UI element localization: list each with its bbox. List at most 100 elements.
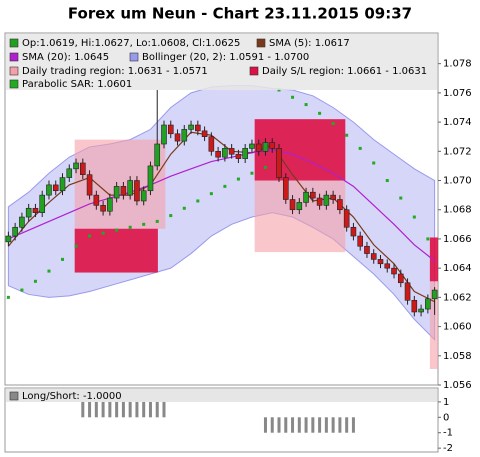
sar-dot: [74, 244, 78, 248]
candle-body: [364, 245, 370, 254]
sar-dot: [331, 122, 335, 126]
sar-dot: [196, 199, 200, 203]
candle-body: [323, 194, 330, 206]
sar-dot: [155, 219, 159, 223]
sar-dot: [399, 196, 403, 200]
candle-body: [397, 273, 404, 284]
long-short-bar: [128, 401, 132, 418]
long-short-bar: [331, 417, 335, 433]
long-short-bar: [81, 401, 85, 418]
candle-body: [181, 129, 188, 142]
candle-body: [303, 191, 309, 203]
sar-dot: [291, 95, 295, 99]
candle-body: [86, 174, 93, 196]
long-short-bar: [284, 417, 288, 433]
sar-dot: [304, 103, 308, 107]
sar-dot: [88, 234, 92, 238]
sma-line: [7, 131, 435, 303]
candle-body: [269, 142, 276, 149]
long-short-bar: [88, 401, 92, 418]
candle-body: [147, 165, 154, 192]
legend-label: Parabolic SAR: 1.0601: [22, 79, 132, 90]
sar-dot: [223, 184, 227, 188]
long-short-bar: [304, 417, 308, 433]
y-tick-label: 1.060: [443, 322, 472, 333]
candle-body: [174, 133, 181, 142]
sar-dot: [61, 257, 65, 261]
y-tick-label: 1.066: [443, 234, 472, 245]
legend-swatch: [256, 38, 266, 48]
sar-dot: [345, 133, 349, 137]
candle-body: [66, 168, 73, 178]
candle-body: [32, 207, 39, 213]
candle-body: [425, 298, 431, 310]
candle-body: [46, 184, 52, 196]
candle-body: [25, 207, 32, 218]
sar-dot: [169, 214, 173, 218]
y-tick-label: 1: [443, 397, 449, 408]
legend-swatch: [249, 66, 259, 76]
y-tick-label: 1.070: [443, 176, 472, 187]
candle-body: [431, 289, 438, 300]
y-tick-label: -2: [443, 443, 453, 454]
sl-region: [74, 228, 158, 273]
long-short-bar: [263, 417, 267, 433]
sar-dot: [358, 146, 362, 150]
candle-body: [12, 226, 18, 237]
long-short-bar: [345, 417, 349, 433]
candle-body: [289, 199, 296, 211]
candle-body: [59, 177, 66, 192]
legend-label: Daily S/L region: 1.0661 - 1.0631: [262, 66, 427, 77]
sar-dot: [6, 295, 10, 299]
y-tick-label: -1: [443, 428, 453, 439]
candle-body: [134, 180, 140, 202]
candle-body: [154, 143, 161, 167]
long-short-bar: [311, 417, 315, 433]
candle-body: [222, 148, 228, 158]
sar-dot: [182, 206, 186, 210]
candle-body: [296, 202, 303, 211]
legend-label: Daily trading region: 1.0631 - 1.0571: [22, 66, 208, 77]
candle-body: [201, 130, 208, 138]
long-short-bar: [142, 401, 146, 418]
candle-body: [93, 194, 100, 206]
legend-swatch: [9, 391, 19, 401]
candle-body: [188, 124, 194, 130]
y-tick-label: 1.076: [443, 88, 472, 99]
candle-body: [310, 191, 316, 199]
sl-region: [429, 237, 438, 282]
candle-body: [208, 136, 215, 152]
candle-body: [215, 151, 221, 158]
long-short-bar: [155, 401, 159, 418]
candle-body: [242, 148, 248, 159]
sar-dot: [20, 288, 24, 292]
sar-dot: [236, 177, 240, 181]
legend-swatch: [129, 52, 139, 62]
sar-dot: [412, 215, 416, 219]
long-short-bar: [270, 417, 274, 433]
candle-body: [161, 124, 167, 145]
candle-body: [127, 180, 133, 196]
legend-swatch: [9, 66, 19, 76]
y-tick-label: 1.062: [443, 292, 472, 303]
legend-swatch: [9, 79, 19, 89]
candle-body: [52, 184, 59, 192]
long-short-bar: [318, 417, 322, 433]
legend-swatch: [9, 52, 19, 62]
candle-body: [330, 194, 336, 200]
candle-body: [167, 124, 174, 135]
candle-body: [19, 216, 25, 228]
sar-dot: [33, 279, 37, 283]
sar-dot: [263, 165, 267, 169]
candle-body: [350, 226, 357, 237]
candle-body: [195, 124, 201, 132]
legend-label: Bollinger (20, 2): 1.0591 - 1.0700: [142, 52, 309, 63]
legend-swatch: [9, 38, 19, 48]
candle-body: [262, 142, 269, 152]
candle-body: [39, 194, 46, 213]
candle-body: [140, 190, 147, 202]
sar-dot: [142, 222, 146, 226]
long-short-bar: [338, 417, 342, 433]
y-tick-label: 1.058: [443, 351, 472, 362]
